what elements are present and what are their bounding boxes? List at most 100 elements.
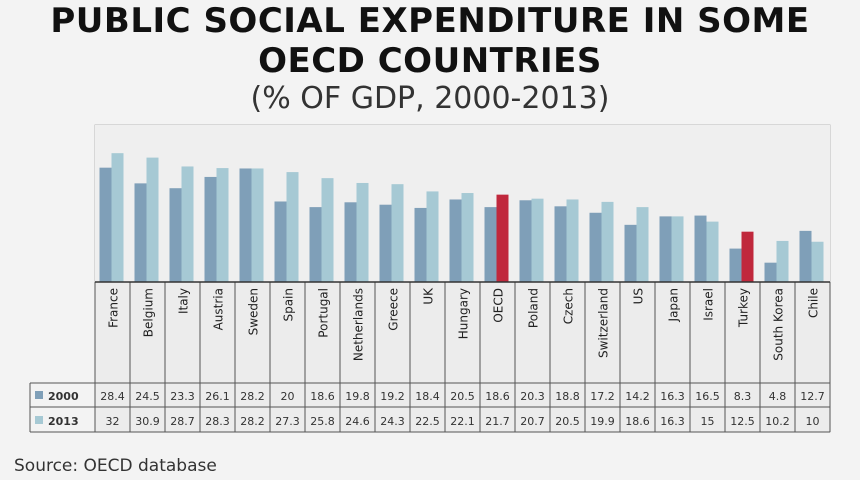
table-value-2013: 12.5: [730, 415, 755, 428]
table-value-2013: 20.5: [555, 415, 580, 428]
bar-2013-south-korea: [776, 240, 789, 282]
chart-subtitle: (% OF GDP, 2000-2013): [250, 81, 610, 116]
table-value-2000: 4.8: [769, 390, 787, 403]
category-label: UK: [422, 287, 436, 305]
table-value-2013: 20.7: [520, 415, 545, 428]
category-label: Sweden: [247, 288, 261, 335]
category-label: Italy: [177, 288, 191, 314]
category-label: Czech: [562, 288, 576, 324]
table-value-2000: 18.6: [485, 390, 510, 403]
bar-2000-sweden: [239, 168, 252, 282]
table-value-2013: 27.3: [275, 415, 300, 428]
bar-2000-czech: [554, 206, 567, 282]
bar-2000-austria: [204, 176, 217, 282]
bar-2000-switzerland: [589, 212, 602, 282]
table-value-2013: 24.6: [345, 415, 370, 428]
bar-2000-chile: [799, 230, 812, 282]
table-value-2013: 28.3: [205, 415, 230, 428]
table-value-2013: 16.3: [660, 415, 685, 428]
bar-2013-hungary: [461, 193, 474, 282]
table-value-2000: 16.3: [660, 390, 685, 403]
table-value-2000: 17.2: [590, 390, 615, 403]
table-value-2013: 24.3: [380, 415, 405, 428]
source-note: Source: OECD database: [14, 456, 217, 476]
bar-2000-japan: [659, 216, 672, 282]
bar-2013-poland: [531, 198, 544, 282]
bar-2013-japan: [671, 216, 684, 282]
bar-2013-switzerland: [601, 201, 614, 282]
table-value-2013: 30.9: [135, 415, 160, 428]
bar-2000-south-korea: [764, 262, 777, 282]
table-value-2013: 25.8: [310, 415, 335, 428]
category-label: OECD: [492, 288, 506, 323]
table-value-2000: 19.2: [380, 390, 405, 403]
category-label: Greece: [387, 288, 401, 331]
bar-2000-france: [99, 167, 112, 282]
table-value-2000: 28.2: [240, 390, 265, 403]
bar-chart: France 28.4 32 Belgium 24.5 30.9 Italy 23.3 28.7…: [29, 124, 831, 433]
bar-2000-turkey: [729, 248, 742, 282]
bar-2000-poland: [519, 200, 532, 282]
bar-2013-austria: [216, 168, 229, 282]
table-value-2000: 16.5: [695, 390, 720, 403]
table-value-2013: 19.9: [590, 415, 615, 428]
table-value-2000: 18.4: [415, 390, 440, 403]
table-value-2013: 10: [806, 415, 820, 428]
bar-2013-uk: [426, 191, 439, 282]
bar-2000-portugal: [309, 207, 322, 282]
category-label: Belgium: [142, 288, 156, 337]
category-label: Chile: [807, 288, 821, 318]
table-value-2000: 20.5: [450, 390, 475, 403]
bar-2013-belgium: [146, 157, 159, 282]
bar-2013-netherlands: [356, 182, 369, 282]
bar-2013-spain: [286, 172, 299, 282]
bar-2013-sweden: [251, 168, 264, 282]
table-value-2013: 32: [106, 415, 120, 428]
category-label: Turkey: [737, 288, 751, 328]
legend-label-2013: 2013: [48, 415, 79, 428]
bar-2000-italy: [169, 188, 182, 282]
category-label: Hungary: [457, 288, 471, 339]
bar-2000-uk: [414, 207, 427, 282]
bar-2013-chile: [811, 241, 824, 282]
bar-2013-turkey: [741, 231, 754, 282]
table-value-2000: 18.8: [555, 390, 580, 403]
category-label: Israel: [702, 288, 716, 321]
legend-swatch-2013: [35, 416, 43, 424]
table-value-2000: 26.1: [205, 390, 230, 403]
bar-2013-israel: [706, 221, 719, 282]
bar-2013-portugal: [321, 178, 334, 282]
category-label: Portugal: [317, 288, 331, 338]
bar-2013-greece: [391, 184, 404, 282]
category-label: Austria: [212, 288, 226, 330]
bar-2013-oecd: [496, 194, 509, 282]
bar-2000-spain: [274, 201, 287, 282]
table-value-2013: 15: [701, 415, 715, 428]
bar-2013-france: [111, 153, 124, 282]
category-label: US: [632, 288, 646, 304]
table-value-2000: 8.3: [734, 390, 752, 403]
table-value-2000: 23.3: [170, 390, 195, 403]
bar-2000-belgium: [134, 183, 147, 282]
table-value-2013: 22.1: [450, 415, 475, 428]
legend-label-2000: 2000: [48, 390, 79, 403]
table-value-2013: 28.2: [240, 415, 265, 428]
bar-2000-oecd: [484, 207, 497, 282]
table-value-2013: 21.7: [485, 415, 510, 428]
table-value-2013: 22.5: [415, 415, 440, 428]
table-value-2013: 18.6: [625, 415, 650, 428]
table-value-2000: 20.3: [520, 390, 545, 403]
table-value-2000: 18.6: [310, 390, 335, 403]
chart-title-line1: PUBLIC SOCIAL EXPENDITURE IN SOME: [50, 1, 810, 41]
table-value-2013: 10.2: [765, 415, 790, 428]
bar-2000-netherlands: [344, 202, 357, 282]
bar-2013-us: [636, 207, 649, 282]
bar-2000-greece: [379, 204, 392, 282]
bar-2013-czech: [566, 199, 579, 282]
category-label: Switzerland: [597, 288, 611, 358]
table-value-2013: 28.7: [170, 415, 195, 428]
category-label: Japan: [667, 288, 681, 322]
category-label: France: [107, 288, 121, 328]
table-value-2000: 14.2: [625, 390, 650, 403]
bar-2000-hungary: [449, 199, 462, 282]
